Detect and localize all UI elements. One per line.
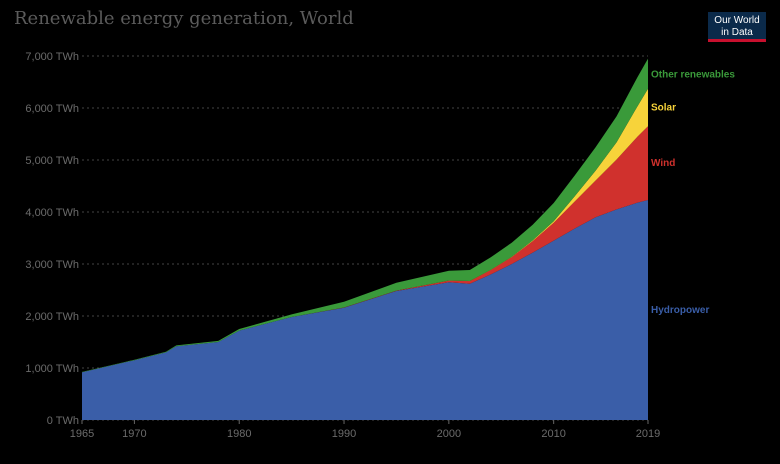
x-tick-label: 2010 bbox=[541, 428, 565, 440]
y-tick-label: 7,000 TWh bbox=[25, 51, 79, 63]
y-tick-label: 1,000 TWh bbox=[25, 363, 79, 375]
y-tick-label: 5,000 TWh bbox=[25, 155, 79, 167]
y-tick-label: 3,000 TWh bbox=[25, 259, 79, 271]
logo-line-1: Our World bbox=[714, 15, 760, 26]
y-tick-label: 2,000 TWh bbox=[25, 311, 79, 323]
x-tick-label: 1965 bbox=[70, 428, 94, 440]
chart-title: Renewable energy generation, World bbox=[14, 8, 354, 29]
series-area-hydropower bbox=[82, 200, 648, 420]
series-label-hydropower: Hydropower bbox=[651, 305, 709, 316]
x-tick-label: 2000 bbox=[437, 428, 461, 440]
owid-logo[interactable]: Our World in Data bbox=[708, 12, 766, 42]
x-tick-label: 1990 bbox=[332, 428, 356, 440]
x-tick-label: 2019 bbox=[636, 428, 660, 440]
logo-line-2: in Data bbox=[721, 27, 753, 38]
x-tick-label: 1970 bbox=[122, 428, 146, 440]
y-tick-label: 6,000 TWh bbox=[25, 103, 79, 115]
y-tick-label: 0 TWh bbox=[47, 415, 79, 427]
series-label-solar: Solar bbox=[651, 102, 676, 113]
x-tick-label: 1980 bbox=[227, 428, 251, 440]
series-label-wind: Wind bbox=[651, 158, 675, 169]
y-tick-label: 4,000 TWh bbox=[25, 207, 79, 219]
series-area-wind bbox=[82, 126, 648, 373]
series-label-other-renewables: Other renewables bbox=[651, 70, 735, 81]
